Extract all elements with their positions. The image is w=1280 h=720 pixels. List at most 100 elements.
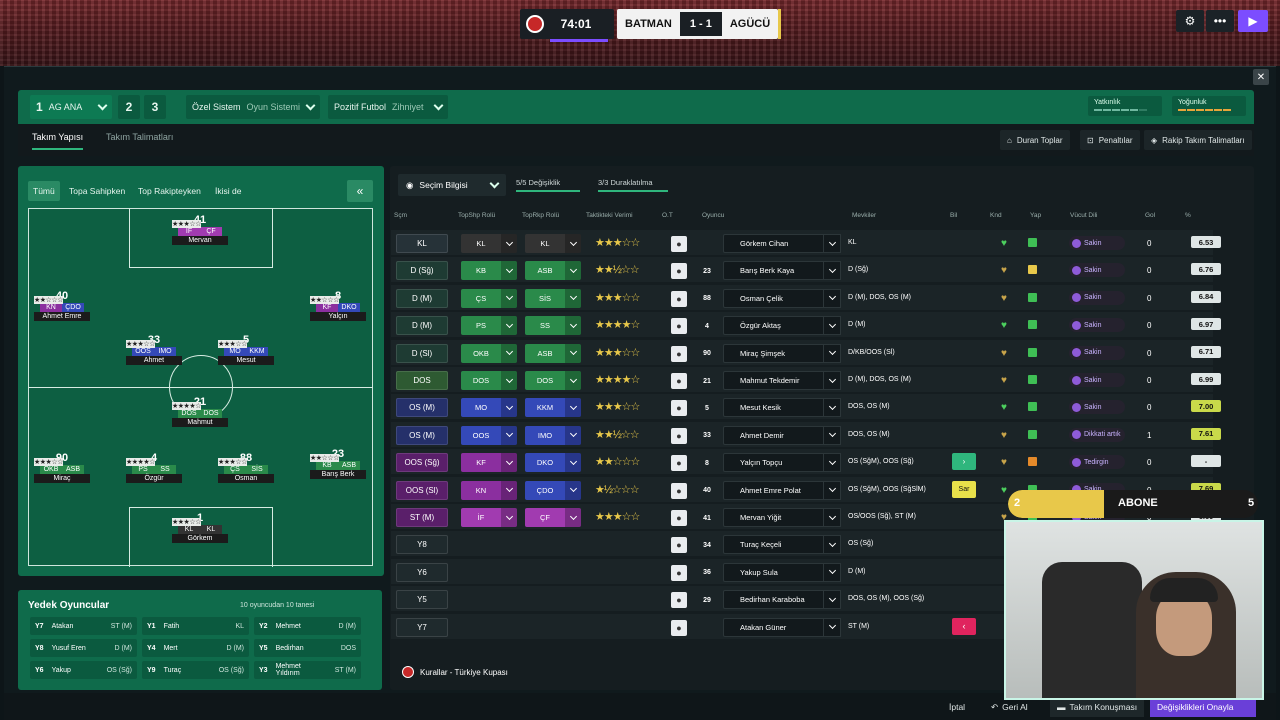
player-name[interactable]: Atakan Güner (723, 617, 839, 637)
table-row[interactable]: DOS DOS DOS ★★★★☆ ● 21 Mahmut Tekdemir D (M), D… (391, 367, 1221, 392)
sub-arrow-icon[interactable]: › (952, 453, 976, 471)
player-dropdown[interactable] (823, 590, 841, 610)
in-possession-role[interactable]: PS (461, 316, 517, 336)
bench-player[interactable]: Y1 Fatih KL (142, 617, 249, 635)
more-options-icon[interactable]: ••• (1206, 10, 1234, 32)
bench-player[interactable]: Y6 Yakup OS (Sğ) (30, 661, 137, 679)
player-name[interactable]: Yakup Sula (723, 562, 839, 582)
bench-player[interactable]: Y3 Mehmet Yıldırım ST (M) (254, 661, 361, 679)
player-name[interactable]: Mervan Yiğit (723, 508, 839, 527)
out-possession-role[interactable]: ASB (525, 261, 581, 281)
player-name[interactable]: Miraç Şimşek (723, 343, 839, 363)
table-row[interactable]: OS (M) MO KKM ★★★☆☆ ● 5 Mesut Kesik DOS, OS (M)… (391, 394, 1221, 420)
player-dropdown[interactable] (823, 234, 841, 253)
formation-2-tab[interactable]: 2 (118, 95, 140, 119)
filter-out-possession[interactable]: Top Rakipteyken (138, 186, 201, 196)
in-possession-role[interactable]: MO (461, 398, 517, 418)
player-avatar-icon[interactable]: ● (671, 537, 687, 554)
filter-both[interactable]: İkisi de (215, 186, 242, 196)
filter-all[interactable]: Tümü (28, 181, 60, 201)
position-slot[interactable]: OOS (Sğ) (396, 453, 448, 473)
player-dropdown[interactable] (823, 371, 841, 390)
bench-player[interactable]: Y2 Mehmet D (M) (254, 617, 361, 635)
sub-back-icon[interactable]: ‹ (952, 617, 976, 635)
player-avatar-icon[interactable]: ● (671, 318, 687, 335)
out-possession-role[interactable]: SİS (525, 288, 581, 308)
tab-team-instructions[interactable]: Takım Talimatları (106, 132, 174, 142)
mentality-select[interactable]: Pozitif Futbol Zihniyet (328, 95, 448, 119)
player-name[interactable]: Turaç Keçeli (723, 535, 839, 555)
in-possession-role[interactable]: OKB (461, 343, 517, 363)
player-avatar-icon[interactable]: ● (671, 427, 687, 444)
table-row[interactable]: OS (M) OOS IMO ★★½☆☆ ● 33 Ahmet Demir DOS, OS (… (391, 421, 1221, 447)
collapse-icon[interactable]: « (347, 180, 373, 202)
bench-player[interactable]: Y4 Mert D (M) (142, 639, 249, 657)
player-name[interactable]: Görkem Cihan (723, 234, 839, 253)
set-pieces-button[interactable]: ⌂ Duran Toplar (1000, 130, 1070, 150)
player-avatar-icon[interactable]: ● (671, 482, 687, 499)
player-dropdown[interactable] (823, 617, 841, 637)
table-row[interactable]: OOS (Sğ) KF DKO ★★☆☆☆ ● 8 Yalçın Topçu OS (SğM)… (391, 449, 1221, 475)
position-slot[interactable]: D (Sl) (396, 343, 448, 363)
close-icon[interactable]: ✕ (1253, 69, 1269, 85)
player-avatar-icon[interactable]: ● (671, 400, 687, 417)
position-slot[interactable]: OOS (Sl) (396, 480, 448, 500)
player-avatar-icon[interactable]: ● (671, 290, 687, 307)
out-possession-role[interactable]: ÇDO (525, 480, 581, 500)
position-slot[interactable]: Y7 (396, 617, 448, 637)
out-possession-role[interactable]: IMO (525, 425, 581, 445)
in-possession-role[interactable]: KL (461, 234, 517, 253)
in-possession-role[interactable]: OOS (461, 425, 517, 445)
bench-player[interactable]: Y8 Yusuf Eren D (M) (30, 639, 137, 657)
play-continue-icon[interactable]: ▶ (1238, 10, 1268, 32)
bench-player[interactable]: Y7 Atakan ST (M) (30, 617, 137, 635)
player-name[interactable]: Mahmut Tekdemir (723, 371, 839, 390)
position-slot[interactable]: Y5 (396, 590, 448, 610)
player-name[interactable]: Mesut Kesik (723, 398, 839, 418)
player-name[interactable]: Özgür Aktaş (723, 316, 839, 336)
position-slot[interactable]: D (Sğ) (396, 261, 448, 281)
in-possession-role[interactable]: ÇS (461, 288, 517, 308)
formation-1-tab[interactable]: 1 AG ANA (30, 95, 112, 119)
player-name[interactable]: Bedirhan Karaboba (723, 590, 839, 610)
player-dropdown[interactable] (823, 535, 841, 555)
confirm-changes-button[interactable]: Değişiklikleri Onayla (1150, 697, 1256, 717)
player-dropdown[interactable] (823, 508, 841, 527)
out-possession-role[interactable]: SS (525, 316, 581, 336)
out-possession-role[interactable]: DKO (525, 453, 581, 473)
table-row[interactable]: KL KL KL ★★★☆☆ ● Görkem Cihan KL ♥ Sakin 0 6.53 (391, 230, 1221, 255)
bench-player[interactable]: Y5 Bedirhan DOS (254, 639, 361, 657)
table-row[interactable]: D (M) ÇS SİS ★★★☆☆ ● 88 Osman Çelik D (M), DOS,… (391, 284, 1221, 310)
player-dropdown[interactable] (823, 425, 841, 445)
table-row[interactable]: D (Sl) OKB ASB ★★★☆☆ ● 90 Miraç Şimşek D/KB/OOS… (391, 339, 1221, 365)
competition-rules[interactable]: Kurallar - Türkiye Kupası (402, 666, 508, 678)
position-slot[interactable]: D (M) (396, 316, 448, 336)
out-possession-role[interactable]: ÇF (525, 508, 581, 527)
player-name[interactable]: Barış Berk Kaya (723, 261, 839, 281)
system-select[interactable]: Özel Sistem Oyun Sistemi (186, 95, 320, 119)
player-avatar-icon[interactable]: ● (671, 345, 687, 362)
in-possession-role[interactable]: KB (461, 261, 517, 281)
player-avatar-icon[interactable]: ● (671, 236, 687, 252)
out-possession-role[interactable]: ASB (525, 343, 581, 363)
player-avatar-icon[interactable]: ● (671, 263, 687, 280)
bench-player[interactable]: Y9 Turaç OS (Sğ) (142, 661, 249, 679)
player-avatar-icon[interactable]: ● (671, 564, 687, 581)
position-slot[interactable]: KL (396, 234, 448, 253)
player-avatar-icon[interactable]: ● (671, 455, 687, 472)
position-slot[interactable]: Y8 (396, 535, 448, 555)
player-name[interactable]: Osman Çelik (723, 288, 839, 308)
player-dropdown[interactable] (823, 562, 841, 582)
player-avatar-icon[interactable]: ● (671, 619, 687, 636)
team-talk-button[interactable]: ▬ Takım Konuşması (1050, 697, 1145, 717)
